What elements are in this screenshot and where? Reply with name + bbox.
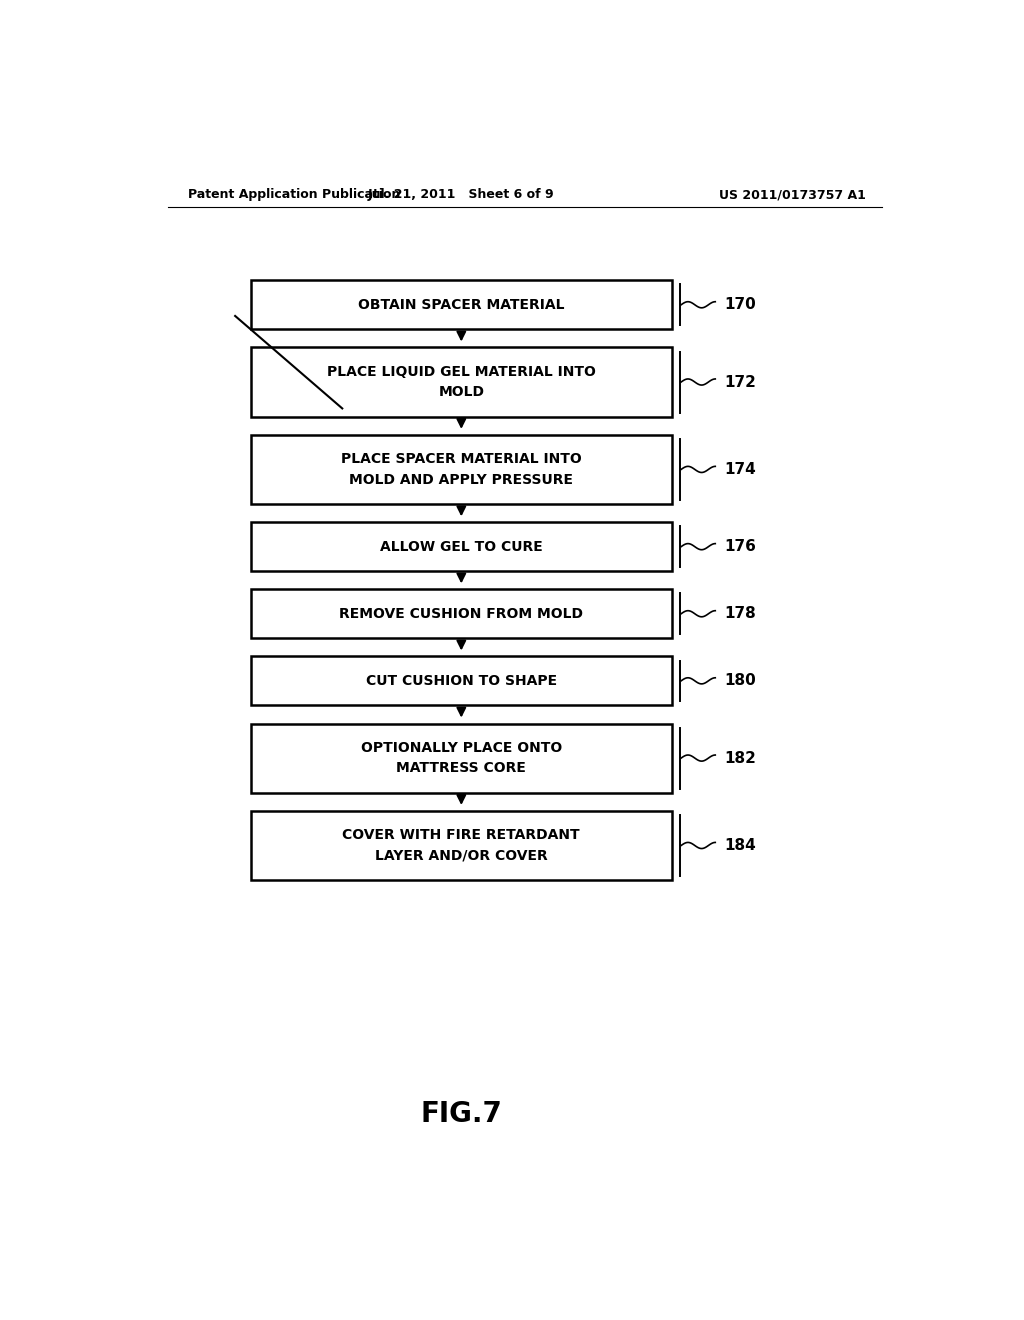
Text: MOLD: MOLD [438, 385, 484, 400]
Bar [251, 523, 672, 572]
Text: 170: 170 [725, 297, 757, 313]
Text: Patent Application Publication: Patent Application Publication [187, 189, 400, 202]
Text: ALLOW GEL TO CURE: ALLOW GEL TO CURE [380, 540, 543, 553]
Text: OPTIONALLY PLACE ONTO: OPTIONALLY PLACE ONTO [360, 741, 562, 755]
Bar [251, 347, 672, 417]
Text: REMOVE CUSHION FROM MOLD: REMOVE CUSHION FROM MOLD [339, 607, 584, 620]
Text: MATTRESS CORE: MATTRESS CORE [396, 762, 526, 775]
Bar [251, 434, 672, 504]
Text: US 2011/0173757 A1: US 2011/0173757 A1 [719, 189, 866, 202]
Text: OBTAIN SPACER MATERIAL: OBTAIN SPACER MATERIAL [358, 298, 564, 312]
Text: FIG.7: FIG.7 [421, 1100, 502, 1127]
Bar [251, 723, 672, 792]
Text: 182: 182 [725, 751, 757, 766]
Text: COVER WITH FIRE RETARDANT: COVER WITH FIRE RETARDANT [342, 828, 581, 842]
Text: PLACE LIQUID GEL MATERIAL INTO: PLACE LIQUID GEL MATERIAL INTO [327, 364, 596, 379]
Bar [251, 810, 672, 880]
Bar [251, 589, 672, 638]
Text: 172: 172 [725, 375, 757, 389]
Text: 176: 176 [725, 539, 757, 554]
Text: LAYER AND/OR COVER: LAYER AND/OR COVER [375, 849, 548, 863]
Bar [251, 656, 672, 705]
Text: Jul. 21, 2011   Sheet 6 of 9: Jul. 21, 2011 Sheet 6 of 9 [368, 189, 555, 202]
Text: 178: 178 [725, 606, 757, 622]
Bar [251, 280, 672, 329]
Text: PLACE SPACER MATERIAL INTO: PLACE SPACER MATERIAL INTO [341, 451, 582, 466]
Text: 180: 180 [725, 673, 757, 688]
Text: CUT CUSHION TO SHAPE: CUT CUSHION TO SHAPE [366, 673, 557, 688]
Text: MOLD AND APPLY PRESSURE: MOLD AND APPLY PRESSURE [349, 473, 573, 487]
Text: 184: 184 [725, 838, 757, 853]
Text: 174: 174 [725, 462, 757, 477]
